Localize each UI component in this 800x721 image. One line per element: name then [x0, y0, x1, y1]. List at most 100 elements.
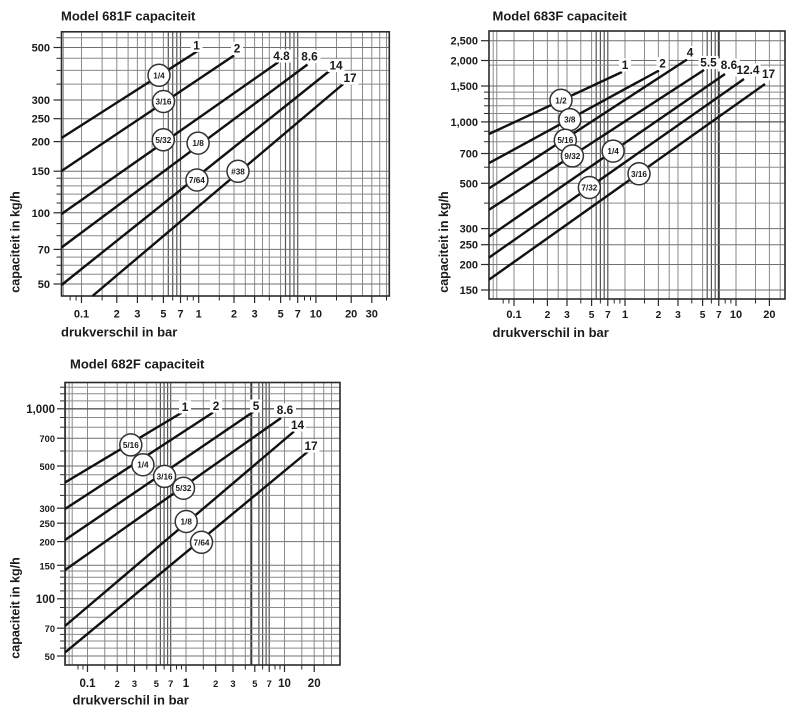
svg-text:150: 150	[460, 285, 478, 297]
svg-text:0.1: 0.1	[506, 309, 521, 321]
svg-text:20: 20	[345, 309, 357, 321]
svg-text:3/16: 3/16	[156, 98, 172, 107]
svg-text:300: 300	[39, 504, 55, 514]
svg-text:7: 7	[716, 310, 722, 321]
svg-text:1,000: 1,000	[450, 117, 478, 129]
svg-text:250: 250	[39, 519, 55, 529]
svg-text:2,000: 2,000	[450, 56, 478, 68]
svg-text:5: 5	[252, 679, 257, 689]
svg-text:150: 150	[32, 166, 50, 178]
svg-text:14: 14	[291, 418, 305, 432]
svg-text:30: 30	[366, 309, 378, 321]
svg-text:2: 2	[213, 679, 218, 689]
svg-text:capaciteit in kg/h: capaciteit in kg/h	[9, 557, 23, 658]
svg-text:250: 250	[460, 240, 478, 252]
svg-text:50: 50	[45, 652, 55, 662]
svg-text:5.5: 5.5	[700, 56, 717, 70]
svg-text:5: 5	[700, 310, 706, 321]
svg-text:20: 20	[763, 309, 775, 321]
svg-text:200: 200	[39, 538, 55, 548]
svg-text:1: 1	[196, 309, 202, 321]
svg-text:7: 7	[605, 310, 611, 321]
svg-text:2: 2	[659, 57, 666, 71]
svg-text:9/32: 9/32	[564, 152, 580, 161]
svg-text:1/4: 1/4	[607, 147, 619, 156]
svg-text:17: 17	[304, 439, 318, 453]
svg-text:7: 7	[168, 679, 173, 689]
svg-text:50: 50	[38, 279, 50, 291]
svg-text:300: 300	[32, 95, 50, 107]
svg-text:8.6: 8.6	[721, 58, 738, 72]
svg-text:1: 1	[182, 400, 189, 414]
svg-text:2: 2	[213, 399, 220, 413]
svg-text:5: 5	[154, 679, 159, 689]
svg-text:5/32: 5/32	[176, 484, 192, 493]
svg-text:7: 7	[177, 309, 183, 321]
svg-text:500: 500	[39, 462, 55, 472]
svg-text:200: 200	[32, 137, 50, 149]
svg-text:700: 700	[460, 149, 478, 161]
svg-text:3/8: 3/8	[564, 116, 576, 125]
svg-text:4.8: 4.8	[273, 49, 290, 63]
svg-text:200: 200	[460, 260, 478, 272]
svg-text:100: 100	[36, 594, 55, 606]
svg-text:70: 70	[38, 244, 50, 256]
svg-text:10: 10	[278, 678, 291, 690]
svg-text:10: 10	[310, 309, 322, 321]
svg-text:5: 5	[278, 309, 284, 321]
svg-text:17: 17	[762, 67, 776, 81]
svg-text:7/32: 7/32	[581, 184, 597, 193]
svg-text:150: 150	[39, 561, 55, 571]
svg-text:1/4: 1/4	[137, 461, 149, 470]
svg-text:4: 4	[687, 46, 694, 60]
svg-text:Model 682F capaciteit: Model 682F capaciteit	[70, 357, 205, 372]
svg-text:drukverschil in bar: drukverschil in bar	[493, 325, 609, 340]
svg-text:3: 3	[675, 310, 681, 321]
svg-text:500: 500	[460, 178, 478, 190]
svg-text:12.4: 12.4	[737, 63, 760, 77]
svg-text:3: 3	[134, 309, 140, 321]
svg-text:drukverschil in bar: drukverschil in bar	[61, 325, 177, 340]
svg-text:70: 70	[45, 624, 55, 634]
svg-text:2: 2	[656, 310, 662, 321]
svg-text:5: 5	[253, 399, 260, 413]
svg-text:7: 7	[267, 679, 272, 689]
svg-text:2: 2	[115, 679, 120, 689]
svg-text:8.6: 8.6	[277, 403, 294, 417]
svg-text:20: 20	[308, 678, 321, 690]
svg-text:capaciteit in kg/h: capaciteit in kg/h	[437, 191, 451, 292]
svg-text:1: 1	[622, 58, 629, 72]
svg-text:3: 3	[230, 679, 235, 689]
svg-text:5/16: 5/16	[557, 136, 573, 145]
svg-text:Model 683F capaciteit: Model 683F capaciteit	[493, 9, 628, 24]
svg-text:1: 1	[622, 309, 628, 321]
svg-text:2: 2	[114, 309, 120, 321]
svg-text:500: 500	[32, 43, 50, 55]
svg-text:5: 5	[160, 309, 166, 321]
svg-text:1: 1	[193, 39, 200, 53]
svg-text:3/16: 3/16	[157, 472, 173, 481]
svg-text:300: 300	[460, 224, 478, 236]
svg-text:drukverschil in bar: drukverschil in bar	[73, 693, 189, 708]
svg-text:7/64: 7/64	[194, 538, 210, 547]
svg-text:700: 700	[39, 434, 55, 444]
svg-text:capaciteit in kg/h: capaciteit in kg/h	[9, 191, 23, 292]
svg-text:1/4: 1/4	[153, 71, 165, 80]
svg-text:5/16: 5/16	[123, 441, 139, 450]
svg-text:0.1: 0.1	[74, 309, 89, 321]
svg-text:1,000: 1,000	[26, 404, 55, 416]
svg-text:100: 100	[32, 208, 50, 220]
svg-text:17: 17	[343, 71, 357, 85]
svg-text:1,500: 1,500	[450, 81, 478, 93]
svg-text:1: 1	[183, 678, 190, 690]
svg-text:3: 3	[132, 679, 137, 689]
svg-text:2: 2	[231, 309, 237, 321]
svg-text:2,500: 2,500	[450, 36, 478, 48]
svg-text:5: 5	[589, 310, 595, 321]
svg-text:5/32: 5/32	[155, 136, 171, 145]
svg-text:8.6: 8.6	[301, 50, 318, 64]
svg-text:10: 10	[730, 309, 742, 321]
svg-text:3: 3	[252, 309, 258, 321]
svg-text:3/16: 3/16	[631, 170, 647, 179]
svg-text:1/2: 1/2	[555, 96, 567, 105]
